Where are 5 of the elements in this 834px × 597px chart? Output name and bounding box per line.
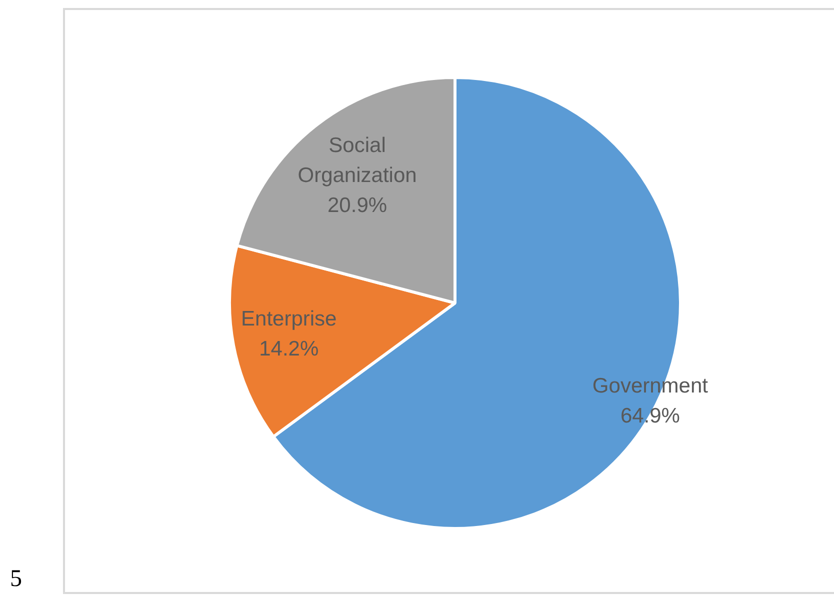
data-label: 20.9% (327, 194, 388, 217)
data-label: 14.2% (259, 337, 319, 360)
text: 5 (10, 566, 22, 592)
slice-label: Enterprise (241, 307, 337, 330)
slice-label: Social Organization (298, 134, 417, 187)
